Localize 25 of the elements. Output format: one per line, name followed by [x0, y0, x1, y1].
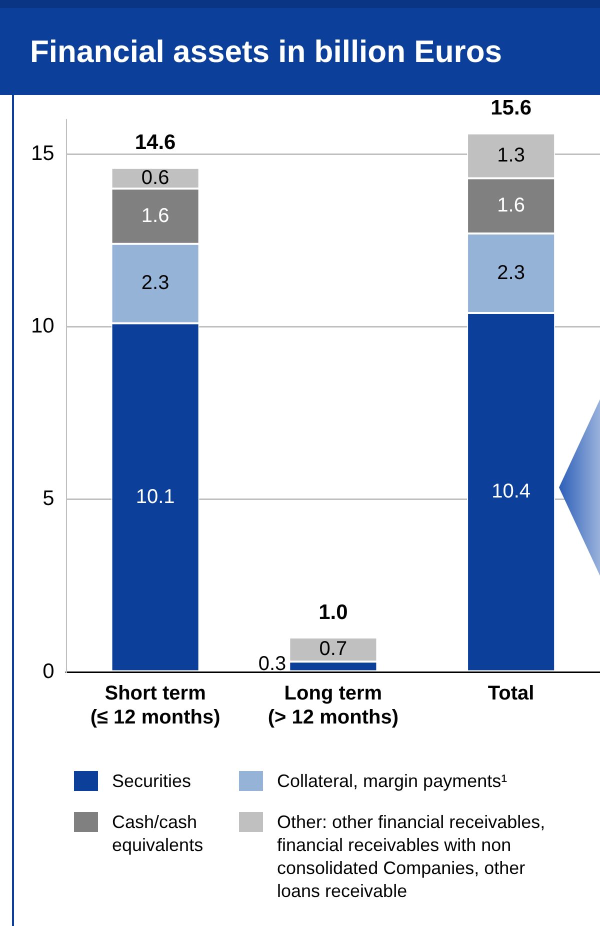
total-label: 1.0: [318, 600, 348, 624]
data-label: 0.6: [141, 166, 170, 189]
data-label: 1.6: [141, 204, 170, 227]
data-label: 10.4: [492, 480, 531, 503]
data-label: 1.3: [497, 144, 525, 166]
legend-label: Cash/cash equivalents: [112, 811, 204, 857]
data-label: 2.3: [141, 272, 170, 294]
data-label: 2.3: [497, 262, 525, 284]
chart-title: Financial assets in billion Euros: [30, 34, 502, 70]
y-tick-label: 5: [42, 487, 54, 510]
data-label: 10.1: [136, 486, 175, 508]
data-label: 0.7: [319, 638, 348, 660]
legend-label: Securities: [112, 770, 192, 793]
total-label: 15.6: [490, 96, 532, 120]
total-label: 14.6: [134, 131, 176, 154]
legend-label: Other: other financial receivables, financial receivables with non consolidated Companies, other loans receivable: [277, 811, 546, 903]
x-tick-label: Long term (> 12 months): [268, 682, 398, 729]
data-label: 0.3: [258, 652, 286, 675]
y-tick-label: 0: [42, 660, 54, 683]
legend-label: Collateral, margin payments¹: [277, 770, 508, 793]
y-tick-label: 10: [31, 314, 54, 338]
x-tick-label: Short term (≤ 12 months): [90, 682, 220, 729]
y-tick-label: 15: [31, 142, 54, 165]
x-tick-label: Total: [488, 682, 534, 705]
data-label: 1.6: [497, 194, 525, 216]
